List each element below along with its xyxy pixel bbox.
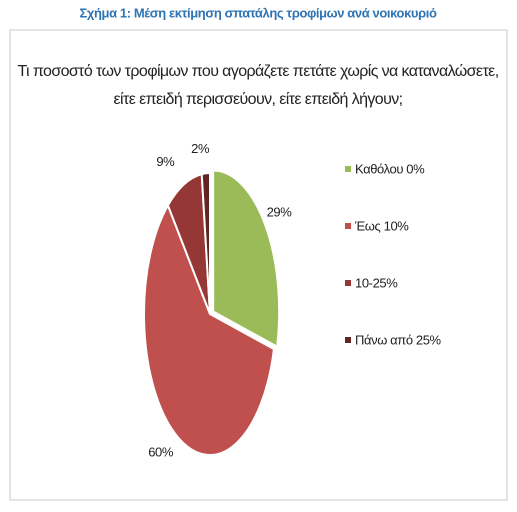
legend-swatch — [345, 223, 351, 229]
legend-label: Έως 10% — [354, 218, 409, 233]
legend-label: Καθόλου 0% — [355, 161, 425, 176]
data-label: 29% — [267, 204, 293, 219]
legend-label: Πάνω από 25% — [355, 332, 442, 347]
pie-slice — [200, 171, 211, 315]
legend-label: 10-25% — [355, 275, 398, 290]
data-label: 60% — [148, 445, 174, 460]
pie-slice — [212, 169, 281, 349]
chart-title: είτε επειδή περισσεύουν, είτε επειδή λήγ… — [114, 91, 403, 108]
legend-swatch — [345, 337, 351, 343]
figure-caption: Σχήμα 1: Μέση εκτίμηση σπατάλης τροφίμων… — [80, 5, 437, 20]
chart-title: Τι ποσοστό των τροφίμων που αγοράζετε πε… — [17, 63, 498, 80]
legend-swatch — [345, 280, 351, 286]
data-label: 2% — [191, 141, 210, 156]
legend-swatch — [345, 166, 351, 172]
data-label: 9% — [156, 154, 175, 169]
pie-slice — [143, 203, 276, 456]
